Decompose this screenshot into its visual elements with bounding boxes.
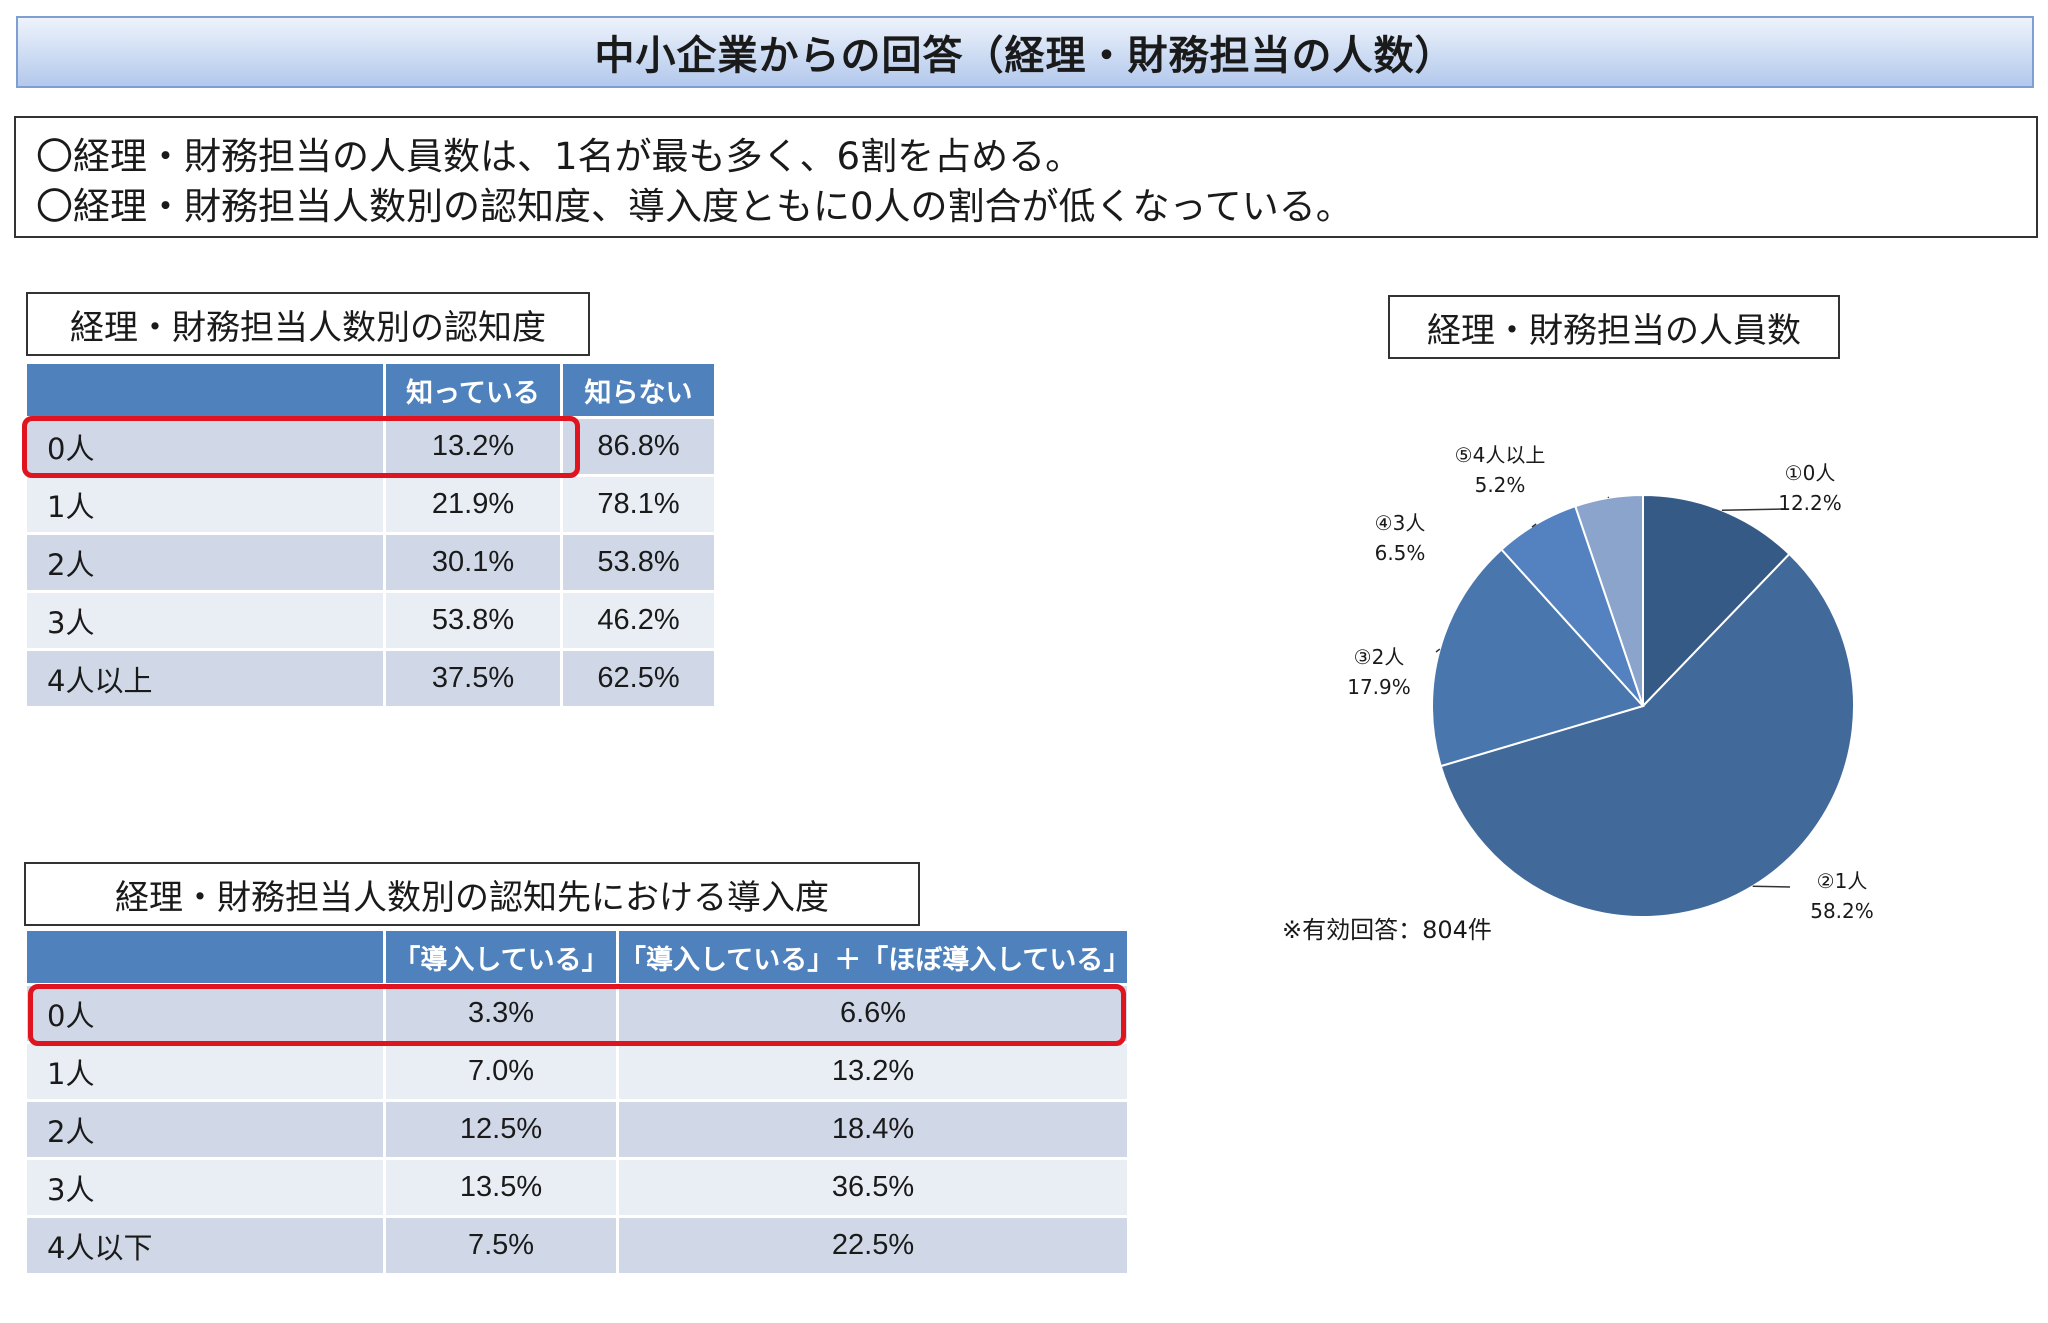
pie-slice-label: ③2人 (1354, 645, 1405, 669)
row-label: 3人 (27, 593, 383, 648)
awareness-header-blank (27, 364, 383, 416)
cell-adopted: 13.5% (386, 1160, 616, 1215)
adoption-header-blank (27, 931, 383, 983)
awareness-table-title: 経理・財務担当人数別の認知度 (26, 292, 590, 356)
pie-slice-value: 5.2% (1475, 473, 1526, 497)
pie-chart-note: ※有効回答：804件 (1282, 916, 1492, 944)
cell-adopted: 3.3% (386, 986, 616, 1041)
awareness-table: 知っている 知らない 0人 13.2% 86.8% 1人 21.9% 78.1%… (24, 361, 717, 709)
adoption-highlight-frame (28, 984, 1126, 1046)
adoption-table-title: 経理・財務担当人数別の認知先における導入度 (24, 862, 920, 926)
pie-slice-value: 58.2% (1810, 899, 1874, 923)
awareness-header-unknown: 知らない (563, 364, 714, 416)
pie-slice-value: 17.9% (1347, 675, 1411, 699)
pie-slice-label: ④3人 (1375, 511, 1426, 535)
cell-unknown: 46.2% (563, 593, 714, 648)
awareness-header-known: 知っている (386, 364, 560, 416)
cell-known: 53.8% (386, 593, 560, 648)
cell-adopted-almost: 22.5% (619, 1218, 1127, 1273)
row-label: 0人 (27, 986, 383, 1041)
pie-slice-label: ⑤4人以上 (1455, 443, 1546, 467)
table-row: 1人 7.0% 13.2% (27, 1044, 1127, 1099)
adoption-table: 「導入している」 「導入している」＋「ほぼ導入している」 0人 3.3% 6.6… (24, 928, 1130, 1276)
pie-slice-label: ①0人 (1785, 461, 1836, 485)
awareness-highlight-frame (22, 416, 580, 478)
pie-chart-title: 経理・財務担当の人員数 (1388, 295, 1840, 359)
adoption-header-adopted-almost: 「導入している」＋「ほぼ導入している」 (619, 931, 1130, 983)
row-label: 2人 (27, 535, 383, 590)
summary-line-2: 〇経理・財務担当人数別の認知度、導入度ともに0人の割合が低くなっている。 (36, 185, 1353, 228)
cell-adopted-almost: 36.5% (619, 1160, 1127, 1215)
adoption-header-adopted: 「導入している」 (386, 931, 616, 983)
pie-slice-value: 6.5% (1375, 541, 1426, 565)
cell-known: 21.9% (386, 477, 560, 532)
pie-slice-value: 12.2% (1778, 491, 1842, 515)
pie-chart-title-text: 経理・財務担当の人員数 (1427, 310, 1801, 351)
page-title-text: 中小企業からの回答（経理・財務担当の人数） (594, 33, 1456, 79)
row-label: 1人 (27, 1044, 383, 1099)
adoption-table-title-text: 経理・財務担当人数別の認知先における導入度 (115, 877, 829, 918)
cell-unknown: 53.8% (563, 535, 714, 590)
page-title: 中小企業からの回答（経理・財務担当の人数） (16, 16, 2034, 88)
pie-leader-line (1435, 648, 1441, 653)
row-label: 4人以下 (27, 1218, 383, 1273)
pie-leader-line (1607, 496, 1610, 499)
table-row: 2人 30.1% 53.8% (27, 535, 714, 590)
row-label: 4人以上 (27, 651, 383, 706)
cell-adopted-almost: 6.6% (619, 986, 1127, 1041)
summary-line-1: 〇経理・財務担当の人員数は、1名が最も多く、6割を占める。 (36, 135, 1083, 178)
row-label: 0人 (27, 419, 383, 474)
summary-box: 〇経理・財務担当の人員数は、1名が最も多く、6割を占める。 〇経理・財務担当人数… (14, 116, 2038, 238)
awareness-header-row: 知っている 知らない (27, 364, 714, 416)
pie-slice (1439, 552, 1855, 918)
cell-known: 30.1% (386, 535, 560, 590)
table-row: 0人 3.3% 6.6% (27, 986, 1127, 1041)
table-row: 3人 53.8% 46.2% (27, 593, 714, 648)
table-row: 4人以上 37.5% 62.5% (27, 651, 714, 706)
cell-adopted: 12.5% (386, 1102, 616, 1157)
cell-unknown: 86.8% (563, 419, 714, 474)
cell-unknown: 62.5% (563, 651, 714, 706)
table-row: 2人 12.5% 18.4% (27, 1102, 1127, 1157)
cell-unknown: 78.1% (563, 477, 714, 532)
adoption-header-row: 「導入している」 「導入している」＋「ほぼ導入している」 (27, 931, 1130, 983)
pie-leader-line (1752, 885, 1791, 888)
pie-slice-label: ②1人 (1817, 869, 1868, 893)
cell-known: 13.2% (386, 419, 560, 474)
row-label: 2人 (27, 1102, 383, 1157)
cell-adopted-almost: 13.2% (619, 1044, 1127, 1099)
cell-adopted-almost: 18.4% (619, 1102, 1127, 1157)
cell-adopted: 7.0% (386, 1044, 616, 1099)
pie-leader-line (1531, 523, 1537, 528)
cell-adopted: 7.5% (386, 1218, 616, 1273)
pie-leader-line (1721, 508, 1785, 512)
row-label: 3人 (27, 1160, 383, 1215)
pie-slice (1642, 493, 1791, 709)
awareness-table-title-text: 経理・財務担当人数別の認知度 (70, 307, 546, 348)
pie-slice (1431, 548, 1645, 768)
table-row: 1人 21.9% 78.1% (27, 477, 714, 532)
cell-known: 37.5% (386, 651, 560, 706)
table-row: 3人 13.5% 36.5% (27, 1160, 1127, 1215)
table-row: 0人 13.2% 86.8% (27, 419, 714, 474)
row-label: 1人 (27, 477, 383, 532)
table-row: 4人以下 7.5% 22.5% (27, 1218, 1127, 1273)
